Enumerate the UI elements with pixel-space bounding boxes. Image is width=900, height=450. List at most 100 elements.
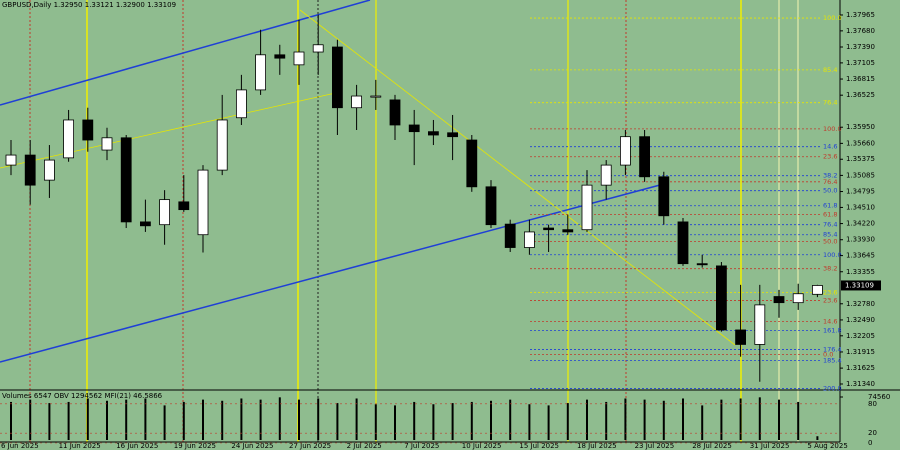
last-price-label: 1.33109 (845, 281, 874, 289)
x-tick-label: 19 Jun 2025 (174, 442, 216, 450)
y-tick-label: 1.32780 (846, 300, 875, 308)
candle-body (216, 119, 228, 171)
level-label: 76.4 (823, 99, 837, 107)
x-tick-label: 27 Jun 2025 (289, 442, 331, 450)
x-tick-label: 28 Jul 2025 (692, 442, 732, 450)
last-price-box (841, 280, 881, 291)
level-label: 38.2 (823, 172, 837, 180)
x-tick-label: 15 Jul 2025 (519, 442, 559, 450)
candle-body (447, 132, 459, 138)
y-tick-label: 1.31915 (846, 348, 875, 356)
y-tick-label: 1.37390 (846, 43, 875, 51)
y-tick-label: 1.34220 (846, 220, 875, 228)
x-tick-label: 18 Jul 2025 (577, 442, 617, 450)
y-tick-label: 1.37965 (846, 11, 875, 19)
y-tick-label: 1.35950 (846, 123, 875, 131)
y-tick-label: 1.34510 (846, 203, 875, 211)
candle-body (773, 296, 785, 304)
y-tick-label: 1.37680 (846, 27, 875, 35)
x-tick-label: 7 Jul 2025 (404, 442, 439, 450)
candle-body (716, 265, 727, 331)
candle-body (524, 231, 535, 248)
x-tick-label: 31 Jul 2025 (750, 442, 790, 450)
y-tick-label: 1.37105 (846, 59, 875, 67)
candle-body (370, 95, 382, 98)
candle-body (197, 169, 209, 236)
candle-body (178, 201, 190, 211)
level-label: 85.4 (823, 231, 837, 239)
y-tick-label: 1.33645 (846, 252, 875, 260)
x-tick-label: 6 Jun 2025 (1, 442, 39, 450)
y-tick-label: 1.32205 (846, 332, 875, 340)
level-label: 23.6 (823, 289, 837, 297)
plot-background (0, 0, 840, 442)
candle-body (44, 159, 55, 181)
candle-body (351, 95, 363, 109)
y-tick-label: 1.31625 (846, 364, 875, 372)
level-label: 50.0 (823, 237, 837, 245)
level-label: 61.8 (823, 211, 837, 219)
candle-body (485, 186, 497, 226)
candle-body (408, 124, 420, 133)
candle-body (274, 54, 286, 59)
indicator-label: Volumes 6547 OBV 1294562 MFI(21) 46.5866 (2, 392, 163, 400)
level-label: 100.0 (823, 251, 842, 259)
candle-body (543, 227, 554, 231)
candle-body (581, 184, 593, 231)
level-label: 50.0 (823, 187, 837, 195)
candle-body (658, 176, 670, 217)
y-tick-label: 1.35660 (846, 139, 875, 147)
level-label: 76.4 (823, 178, 837, 186)
candle-body (620, 136, 631, 166)
candle-body (235, 89, 247, 119)
candle-body (792, 293, 804, 304)
x-tick-label: 23 Jul 2025 (635, 442, 675, 450)
level-label: 23.6 (823, 296, 837, 304)
x-tick-label: 2 Jul 2025 (347, 442, 382, 450)
candle-body (139, 221, 151, 227)
level-label: 76.4 (823, 221, 837, 229)
level-label: 61.8 (823, 202, 837, 210)
x-tick-label: 11 Jun 2025 (59, 442, 101, 450)
candle-body (82, 119, 94, 141)
mfi-tick-label: 80 (868, 400, 877, 408)
x-tick-label: 10 Jul 2025 (462, 442, 502, 450)
candle-body (696, 263, 708, 266)
candle-body (754, 304, 766, 345)
level-label: 100.0 (823, 14, 842, 22)
level-label: 23.6 (823, 153, 837, 161)
level-label: 200.0 (823, 384, 842, 392)
candle-body (427, 131, 439, 136)
candle-body (5, 154, 17, 166)
volume-tick-label: 74560 (868, 393, 890, 401)
chart-title: GBPUSD,Daily 1.32950 1.33121 1.32900 1.3… (2, 1, 176, 9)
candle-body (63, 119, 74, 159)
level-label: 38.2 (823, 265, 837, 273)
candle-body (677, 221, 689, 265)
y-tick-label: 1.32490 (846, 316, 875, 324)
candle-body (389, 99, 401, 126)
x-tick-label: 16 Jun 2025 (116, 442, 158, 450)
level-label: 14.6 (823, 143, 837, 151)
mfi-tick-label: 0 (868, 439, 872, 447)
candle-body (159, 199, 171, 226)
level-label: 161.8 (823, 327, 842, 335)
y-tick-label: 1.36525 (846, 91, 875, 99)
candle-body (120, 137, 132, 223)
y-tick-label: 1.34795 (846, 188, 875, 196)
level-label: 185.4 (823, 357, 842, 365)
mfi-tick-label: 20 (868, 429, 877, 437)
candle-body (504, 223, 516, 248)
level-label: 0.0 (823, 350, 833, 358)
x-tick-label: 5 Aug 2025 (807, 442, 847, 450)
y-tick-label: 1.33930 (846, 236, 875, 244)
candle-body (24, 154, 36, 186)
level-label: 14.6 (823, 318, 837, 326)
level-label: 100.0 (823, 125, 842, 133)
candle-body (255, 54, 267, 91)
candle-body (735, 329, 746, 345)
candle-body (639, 136, 650, 178)
y-tick-label: 1.36815 (846, 75, 875, 83)
time-axis-background (0, 442, 840, 450)
